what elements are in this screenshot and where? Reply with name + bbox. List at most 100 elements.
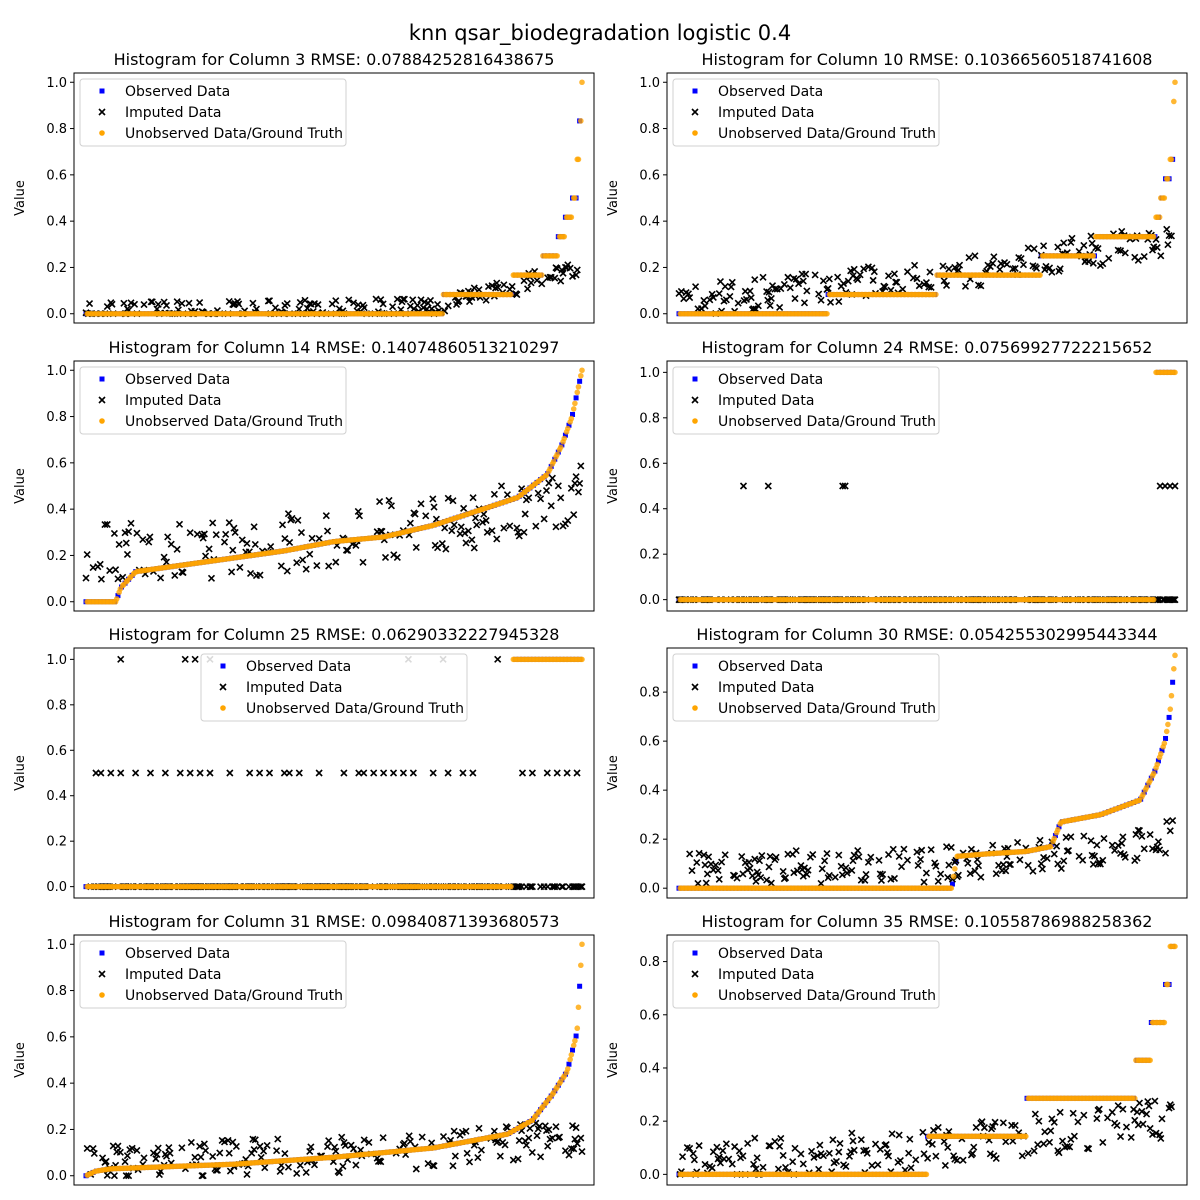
imputed-point [506,522,514,530]
imputed-point [301,296,309,304]
imputed-point [162,301,171,310]
imputed-point [130,300,139,308]
imputed-point [417,500,425,508]
imputed-point [464,527,472,535]
legend-box [672,78,940,147]
imputed-point [842,864,850,872]
imputed-point [771,285,779,293]
imputed-point [920,878,928,886]
imputed-point [752,1165,760,1173]
plot-frame [666,360,1188,612]
imputed-point [325,1137,333,1145]
imputed-point [494,655,502,663]
ground-truth-point [1090,253,1097,259]
imputed-point [515,1136,523,1145]
imputed-point [895,1131,903,1139]
ground-truth-point [578,372,584,379]
imputed-point [1058,1137,1067,1145]
imputed-point [1134,256,1142,264]
imputed-point [106,566,114,575]
imputed-point [1024,1149,1032,1157]
imputed-point [314,301,322,309]
imputed-point [418,1133,426,1141]
observed-point [566,422,572,428]
subplot-4: Histogram for Column 24 RMSE: 0.07569927… [606,338,1188,612]
imputed-point [146,769,155,777]
ground-truth-point [1161,195,1168,201]
imputed-point [178,299,186,308]
imputed-point [209,519,217,527]
legend-label: Observed Data [718,84,823,100]
imputed-point [566,264,574,272]
imputed-point [721,851,729,859]
imputed-point [701,302,709,310]
ground-truth-point [568,214,575,221]
y-tick-label: 0.2 [639,548,660,563]
imputed-point [844,277,852,285]
y-axis-label: Value [13,180,28,216]
imputed-point [871,1140,880,1148]
imputed-point [140,301,148,309]
imputed-point [1119,833,1127,841]
imputed-point [409,296,417,304]
y-tick-label: 0.0 [46,307,67,322]
imputed-point [794,280,803,288]
imputed-point [527,883,535,891]
imputed-point [153,1150,161,1158]
y-tick-label: 1.0 [639,76,660,91]
imputed-point [173,545,181,553]
imputed-point [835,1148,843,1156]
imputed-point [296,1161,304,1169]
imputed-point [231,528,239,537]
imputed-point [751,855,759,863]
imputed-point [306,550,314,558]
imputed-point [567,1145,575,1153]
imputed-point [708,1164,716,1172]
imputed-point [1165,232,1173,240]
ground-truth-point [579,941,585,948]
imputed-point [927,846,935,854]
imputed-point [439,1132,448,1141]
imputed-point [1079,856,1087,864]
imputed-point [825,871,833,880]
imputed-point [802,270,810,278]
imputed-point [123,550,131,558]
imputed-point [393,295,401,303]
legend-marker-imputed [98,396,106,404]
ground-truth-point [1037,272,1043,278]
imputed-point [719,1147,727,1155]
imputed-point [547,502,555,510]
imputed-point [457,523,465,531]
ground-truth-point [575,384,582,390]
ground-truth-point [575,156,582,163]
imputed-point [274,1135,282,1143]
imputed-point [1053,842,1061,850]
ground-truth-point [574,389,581,396]
imputed-point [553,883,561,891]
imputed-point [1029,867,1037,875]
imputed-point [338,1133,346,1141]
y-axis-label: Value [606,755,621,791]
imputed-point [926,268,934,276]
imputed-point [553,265,561,273]
imputed-point [548,474,556,482]
imputed-point [411,510,419,518]
imputed-point [573,266,581,274]
imputed-point [154,300,162,308]
legend-label: Unobserved Data/Ground Truth [718,701,936,717]
imputed-point [345,296,353,304]
imputed-point [839,482,847,490]
imputed-point [469,494,477,502]
imputed-point [750,305,758,313]
imputed-point [701,861,709,869]
imputed-point [1118,839,1126,847]
imputed-point [450,1127,458,1135]
imputed-point [1006,861,1015,869]
imputed-point [1093,1115,1101,1123]
plot-frame [73,360,595,612]
imputed-point [1139,1120,1147,1128]
imputed-point [835,851,843,859]
imputed-point [686,294,694,302]
imputed-point [116,1148,124,1156]
